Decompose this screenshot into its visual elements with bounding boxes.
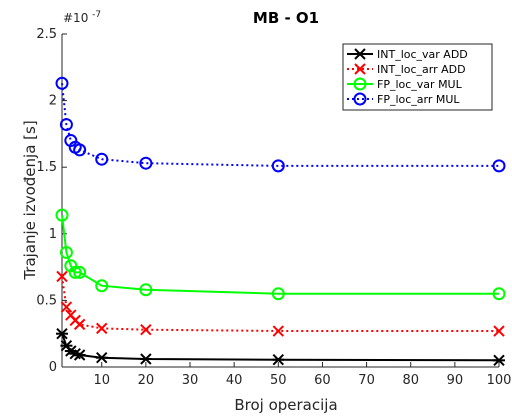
series-0 xyxy=(56,327,505,367)
x-tick-label: 20 xyxy=(138,373,155,388)
legend-label: FP_loc_arr MUL xyxy=(377,93,460,106)
marker-stroke xyxy=(73,318,86,331)
marker-circle xyxy=(95,152,109,166)
x-tick-label: 40 xyxy=(226,373,243,388)
data-point xyxy=(139,283,153,297)
y-tick-label: 1.5 xyxy=(36,160,57,175)
data-point xyxy=(140,323,152,336)
marker-stroke xyxy=(140,323,152,336)
y-tick-label: 2 xyxy=(49,94,57,109)
y-exponent-base: #10 xyxy=(63,11,88,25)
marker-circle xyxy=(68,265,82,279)
series-line xyxy=(61,215,499,295)
y-exponent-label: #10 -7 xyxy=(63,10,101,25)
data-point xyxy=(96,322,108,335)
series-3 xyxy=(55,76,506,173)
x-tick-label: 10 xyxy=(93,373,110,388)
svg-text:#10 -7: #10 -7 xyxy=(63,10,101,25)
x-tick-label: 70 xyxy=(358,373,375,388)
legend-label: INT_loc_arr ADD xyxy=(377,63,466,76)
data-point xyxy=(493,325,505,337)
data-point xyxy=(55,208,69,222)
marker-circle xyxy=(73,143,87,157)
marker-circle xyxy=(139,283,153,297)
y-tick-label: 1 xyxy=(49,227,57,242)
marker-circle xyxy=(55,76,69,90)
series-1 xyxy=(56,270,505,337)
legend: INT_loc_var ADD INT_loc_arr ADD FP_loc_var… xyxy=(342,43,493,111)
x-tick-label: 60 xyxy=(314,373,331,388)
marker-stroke xyxy=(96,322,108,335)
data-point xyxy=(271,159,285,173)
data-point xyxy=(492,287,506,301)
data-point xyxy=(68,265,82,279)
y-tick-label: 0 xyxy=(49,360,57,375)
x-tick-label: 30 xyxy=(182,373,199,388)
marker-circle xyxy=(59,245,73,259)
legend-marker xyxy=(354,48,366,60)
data-point xyxy=(73,265,87,279)
legend-entry: INT_loc_arr ADD xyxy=(347,63,466,76)
marker-circle xyxy=(271,287,285,301)
data-point xyxy=(73,143,87,157)
marker-circle xyxy=(492,159,506,173)
marker-stroke xyxy=(493,325,505,337)
marker-circle xyxy=(95,279,109,293)
data-point xyxy=(139,156,153,170)
data-point xyxy=(95,279,109,293)
data-point xyxy=(56,270,68,283)
x-axis-label: Broj operacija xyxy=(234,396,337,414)
data-point xyxy=(95,152,109,166)
marker-circle xyxy=(139,156,153,170)
legend-marker xyxy=(353,77,367,91)
legend-label: FP_loc_var MUL xyxy=(377,78,463,91)
legend-entry: FP_loc_var MUL xyxy=(347,77,463,91)
y-tick-label: 2.5 xyxy=(36,27,57,42)
marker-circle xyxy=(353,77,367,91)
marker-stroke xyxy=(354,63,366,75)
x-tick-label: 100 xyxy=(487,373,512,388)
data-point xyxy=(59,118,73,132)
data-point xyxy=(59,245,73,259)
y-tick-label: 0.5 xyxy=(36,293,57,308)
data-point xyxy=(73,318,86,331)
data-point xyxy=(271,287,285,301)
data-point xyxy=(56,327,68,340)
data-point xyxy=(493,354,505,367)
marker-circle xyxy=(353,92,367,106)
y-axis-label: Trajanje izvođenja [s] xyxy=(21,120,39,280)
data-point xyxy=(73,349,86,361)
marker-circle xyxy=(55,208,69,222)
marker-stroke xyxy=(60,301,73,313)
marker-circle xyxy=(271,159,285,173)
marker-stroke xyxy=(56,270,68,283)
legend-marker xyxy=(353,92,367,106)
marker-circle xyxy=(492,287,506,301)
data-point xyxy=(95,351,108,364)
marker-stroke xyxy=(272,325,285,337)
legend-marker xyxy=(354,63,366,75)
legend-entry: INT_loc_var ADD xyxy=(347,48,468,61)
data-point xyxy=(272,353,285,366)
series-2 xyxy=(55,208,506,301)
x-tick-label: 80 xyxy=(402,373,419,388)
x-tick-label: 90 xyxy=(447,373,464,388)
data-point xyxy=(139,353,152,365)
marker-circle xyxy=(59,118,73,132)
legend-label: INT_loc_var ADD xyxy=(377,48,468,61)
chart-title: MB - O1 xyxy=(253,9,319,27)
data-point xyxy=(272,325,285,337)
legend-entry: FP_loc_arr MUL xyxy=(347,92,460,106)
series-line xyxy=(61,276,499,332)
y-exponent-power: -7 xyxy=(92,10,101,20)
plot-area: 10 20 30 40 50 60 70 80 90 100 0 0.5 1 1.5 2 2.5 xyxy=(36,27,511,388)
data-point xyxy=(55,76,69,90)
data-point xyxy=(60,301,73,313)
data-point xyxy=(492,159,506,173)
x-tick-label: 50 xyxy=(270,373,287,388)
marker-circle xyxy=(73,265,87,279)
